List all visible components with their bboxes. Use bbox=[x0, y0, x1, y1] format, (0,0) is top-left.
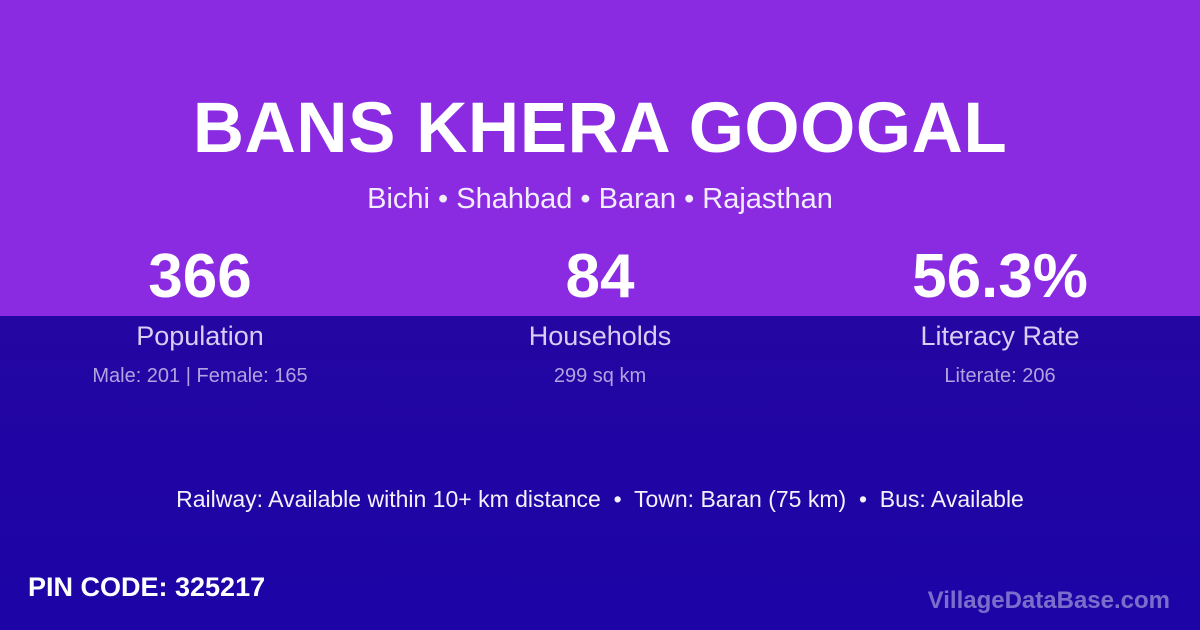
stat-literacy: 56.3% Literacy Rate Literate: 206 bbox=[800, 246, 1200, 388]
stat-households: 84 Households 299 sq km bbox=[400, 246, 800, 388]
stat-population: 366 Population Male: 201 | Female: 165 bbox=[0, 246, 400, 388]
header-section bbox=[0, 0, 1200, 316]
households-label: Households bbox=[528, 321, 672, 351]
details-section bbox=[0, 316, 1200, 630]
population-detail: Male: 201 | Female: 165 bbox=[92, 365, 308, 387]
pin-code: PIN CODE: 325217 bbox=[28, 572, 266, 602]
watermark-brand: VillageDataBase.com bbox=[927, 587, 1170, 614]
breadcrumb: Bichi • Shahbad • Baran • Rajasthan bbox=[367, 183, 833, 215]
population-value: 366 bbox=[148, 242, 252, 311]
literacy-detail: Literate: 206 bbox=[944, 365, 1056, 387]
literacy-value: 56.3% bbox=[912, 242, 1088, 311]
literacy-label: Literacy Rate bbox=[920, 321, 1080, 351]
stats-row: 366 Population Male: 201 | Female: 165 8… bbox=[0, 246, 1200, 388]
page-title: BANS KHERA GOOGAL bbox=[192, 89, 1008, 168]
population-label: Population bbox=[136, 321, 264, 351]
households-detail: 299 sq km bbox=[553, 365, 647, 387]
transport-info: Railway: Available within 10+ km distanc… bbox=[176, 486, 1024, 512]
households-value: 84 bbox=[565, 242, 635, 311]
